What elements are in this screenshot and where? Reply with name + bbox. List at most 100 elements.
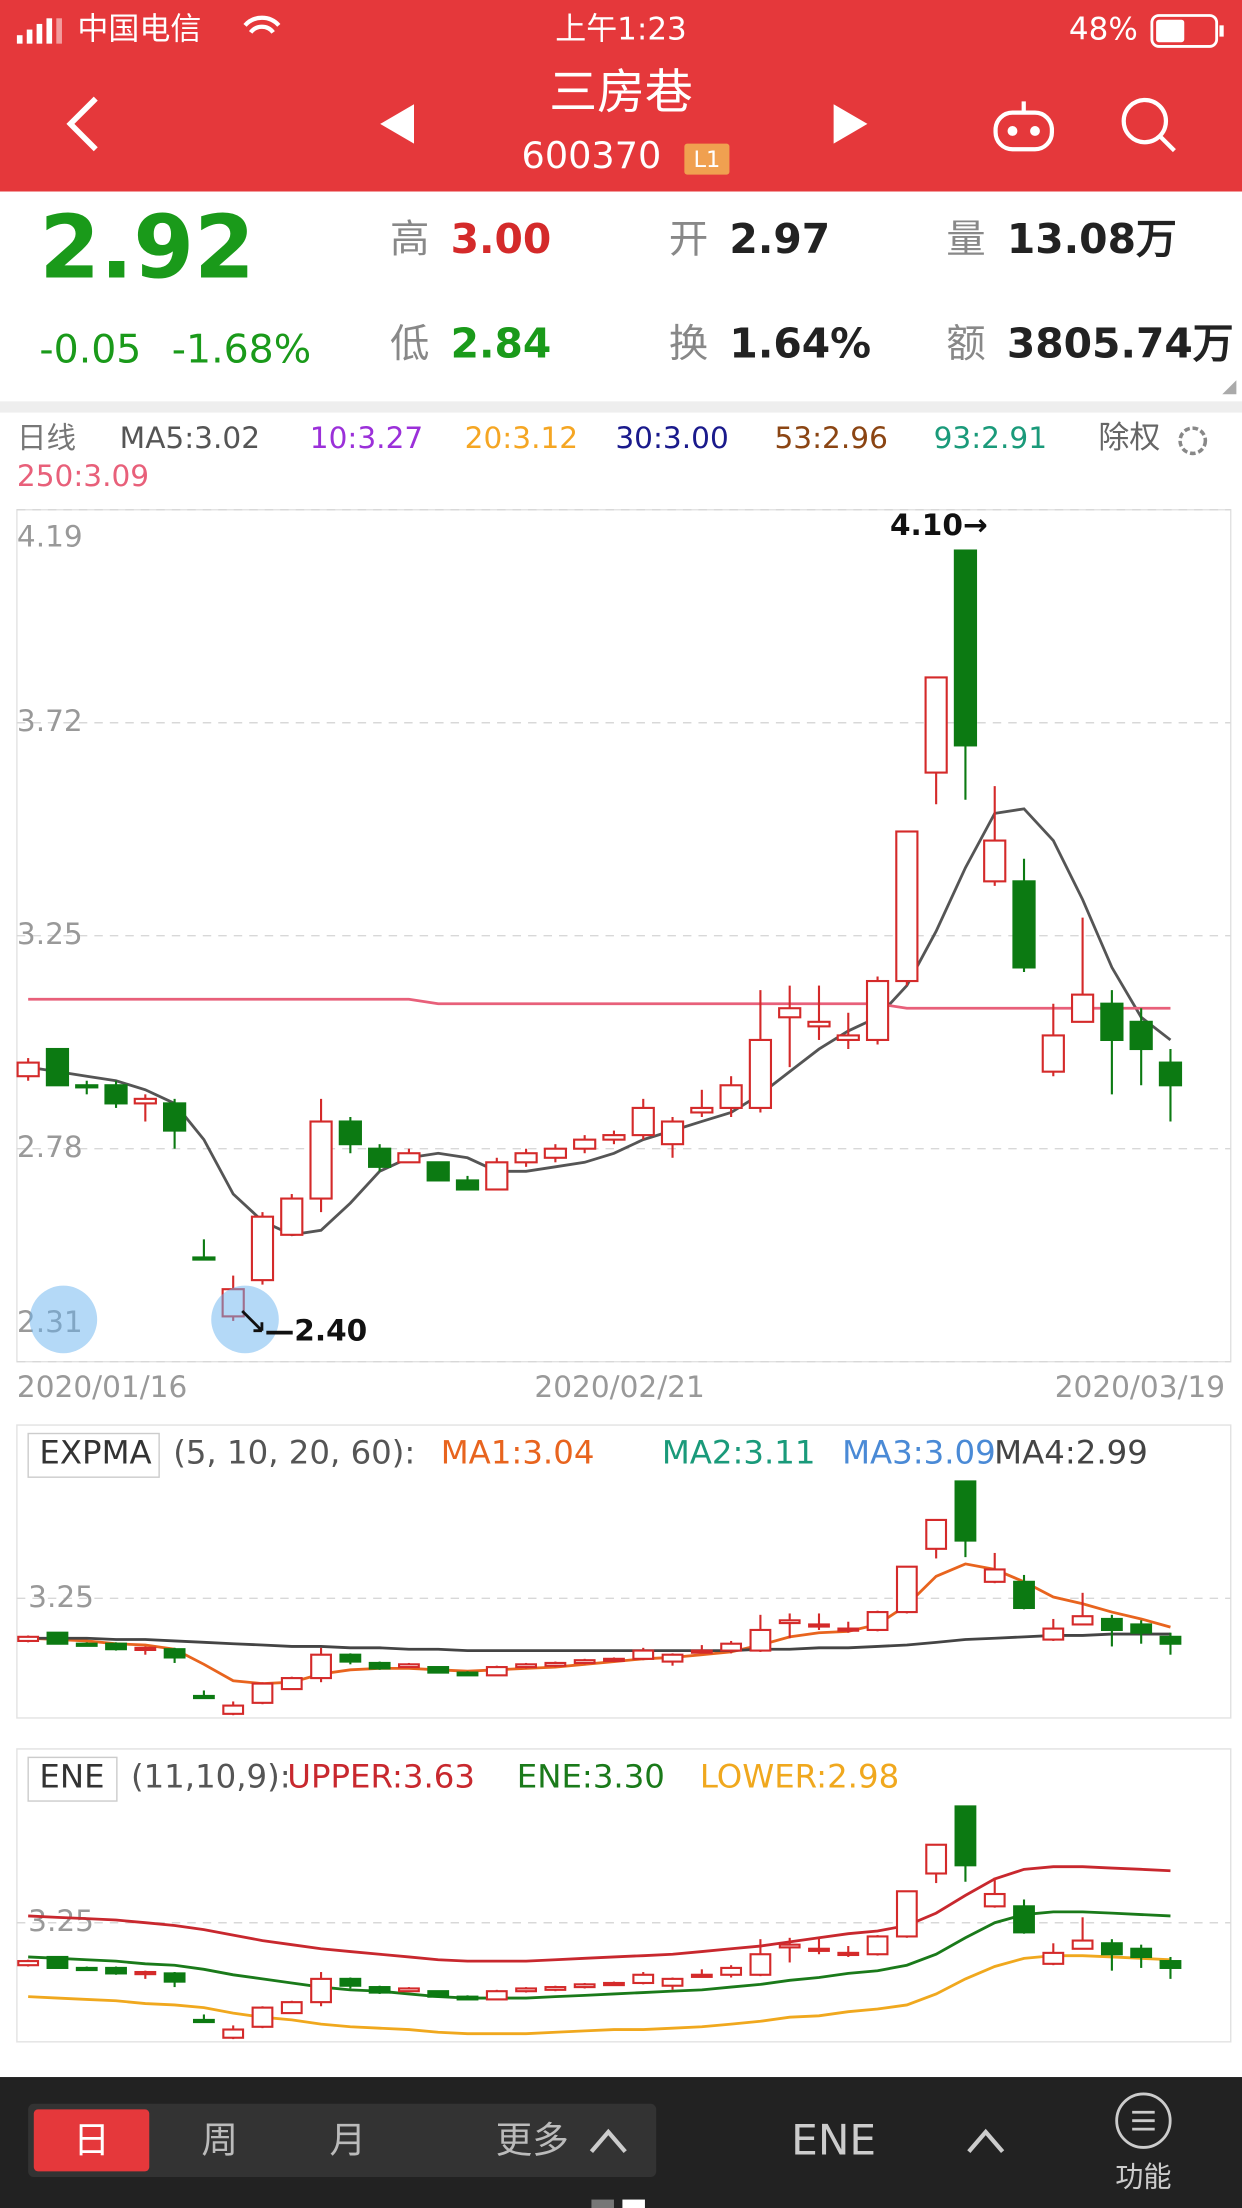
settings-icon[interactable] [1178,426,1208,456]
candle-body [1071,1615,1094,1626]
price-change-pct: -1.68% [172,327,311,373]
candle-body [660,1120,685,1146]
candle-body [17,1635,40,1643]
candle-body [75,1084,99,1089]
ma-legend-item: 10:3.27 [310,421,423,455]
indicator-legend-item: UPPER:3.63 [287,1758,475,1796]
candle-body [983,1568,1006,1583]
separator [0,401,1242,413]
candle-body [426,1161,450,1182]
indicator-legend-item: MA3:3.09 [842,1434,996,1472]
indicator-legend-item: MA4:2.99 [994,1434,1148,1472]
candle-body [398,1987,420,1993]
y-tick-label: 3.72 [17,704,83,738]
candle-body [690,1106,714,1114]
candle-body [720,1966,743,1976]
candle-body [632,1973,655,1985]
candle-body [45,1047,70,1087]
candle-body [719,1084,743,1109]
candle-body [456,1995,479,2001]
indicator-params: (5, 10, 20, 60): [173,1434,415,1472]
candle-body [515,1987,538,1993]
candle-body [46,1631,69,1645]
candle-body [837,1627,860,1632]
candle-body [485,1990,508,2001]
candle-body [837,1951,860,1957]
indicator-legend-item: MA1:3.04 [441,1434,595,1472]
candle-body [895,830,919,983]
candle-body [280,1677,303,1691]
search-button[interactable] [1121,97,1176,153]
robot-button[interactable] [993,101,1055,152]
menu-label[interactable]: 功能 [1115,2160,1171,2193]
candle-body [46,1955,69,1969]
candle-body [1100,1617,1123,1632]
candle-body [925,1518,948,1550]
candle-body [427,1666,450,1674]
signal [16,18,62,44]
candle-body [368,1147,392,1168]
menu-icon[interactable] [1115,2092,1172,2149]
menu-lines [1132,2110,1155,2131]
indicator-name: ENE [39,1758,104,1796]
indicator-caret[interactable] [967,2128,1005,2154]
period-tab[interactable]: 更多 [496,2118,569,2161]
candle-body [865,979,890,1042]
ma-legend-item: 30:3.00 [615,421,728,455]
candle-body [310,1653,332,1680]
candle-body [339,1977,362,1987]
candle-body [310,1977,332,2004]
candle-body [983,839,1007,883]
prev-stock[interactable] [380,104,414,144]
field-value: 3.00 [451,215,552,263]
ene-frame [16,1748,1232,2043]
stock-name: 三房巷 [549,66,693,121]
next-stock[interactable] [833,104,868,144]
candle-body [1013,1580,1035,1610]
y-tick-label: 3.25 [17,917,83,951]
candle-body [105,1966,127,1975]
candle-body [1041,1034,1065,1073]
candle-body [1130,1947,1153,1959]
last-price: 2.92 [39,196,254,298]
indicator-line [27,807,1172,1237]
candle-body [222,1704,245,1715]
y-tick-label: 3.25 [28,1904,94,1938]
more-caret[interactable] [589,2128,627,2154]
candle-body [544,1986,567,1991]
candle-body [251,1682,274,1704]
candle-body [1013,1905,1035,1934]
touch-overlay [211,1285,279,1354]
candle-body [748,1038,773,1109]
indicator-tab[interactable]: ENE [791,2116,876,2165]
candle-body [456,1671,479,1677]
period-tab[interactable]: 月 [330,2118,367,2161]
candle-body [573,1983,596,1989]
candle-body [603,1657,625,1662]
back-button[interactable] [66,96,98,152]
candle-body [515,1663,538,1669]
candle-body [661,1653,684,1663]
ma-legend-item: 250:3.09 [17,459,149,493]
candle-body [162,1102,187,1132]
price-change: -0.05 [39,327,141,373]
ma-legend-item: 20:3.12 [465,421,578,455]
candle-body [983,1892,1006,1908]
y-tick-label: 2.78 [17,1130,83,1164]
candle-body [16,1061,40,1078]
adjust-button[interactable]: 除权 [1098,420,1160,456]
ma-legend-item: MA5:3.02 [120,421,260,455]
candle-body [603,1981,625,1987]
candle-body [690,1973,713,1978]
candle-body [338,1120,362,1146]
period-tab[interactable]: 日 [73,2118,110,2161]
period-tab[interactable]: 周 [201,2118,238,2161]
candle-body [1159,1960,1182,1969]
touch-overlay [29,1285,98,1354]
candle-body [398,1663,420,1669]
period-label: 日线 [17,421,76,455]
indicator-line [28,1954,1171,2036]
indicator-legend-item: LOWER:2.98 [700,1758,899,1796]
candle-body [690,1649,713,1654]
